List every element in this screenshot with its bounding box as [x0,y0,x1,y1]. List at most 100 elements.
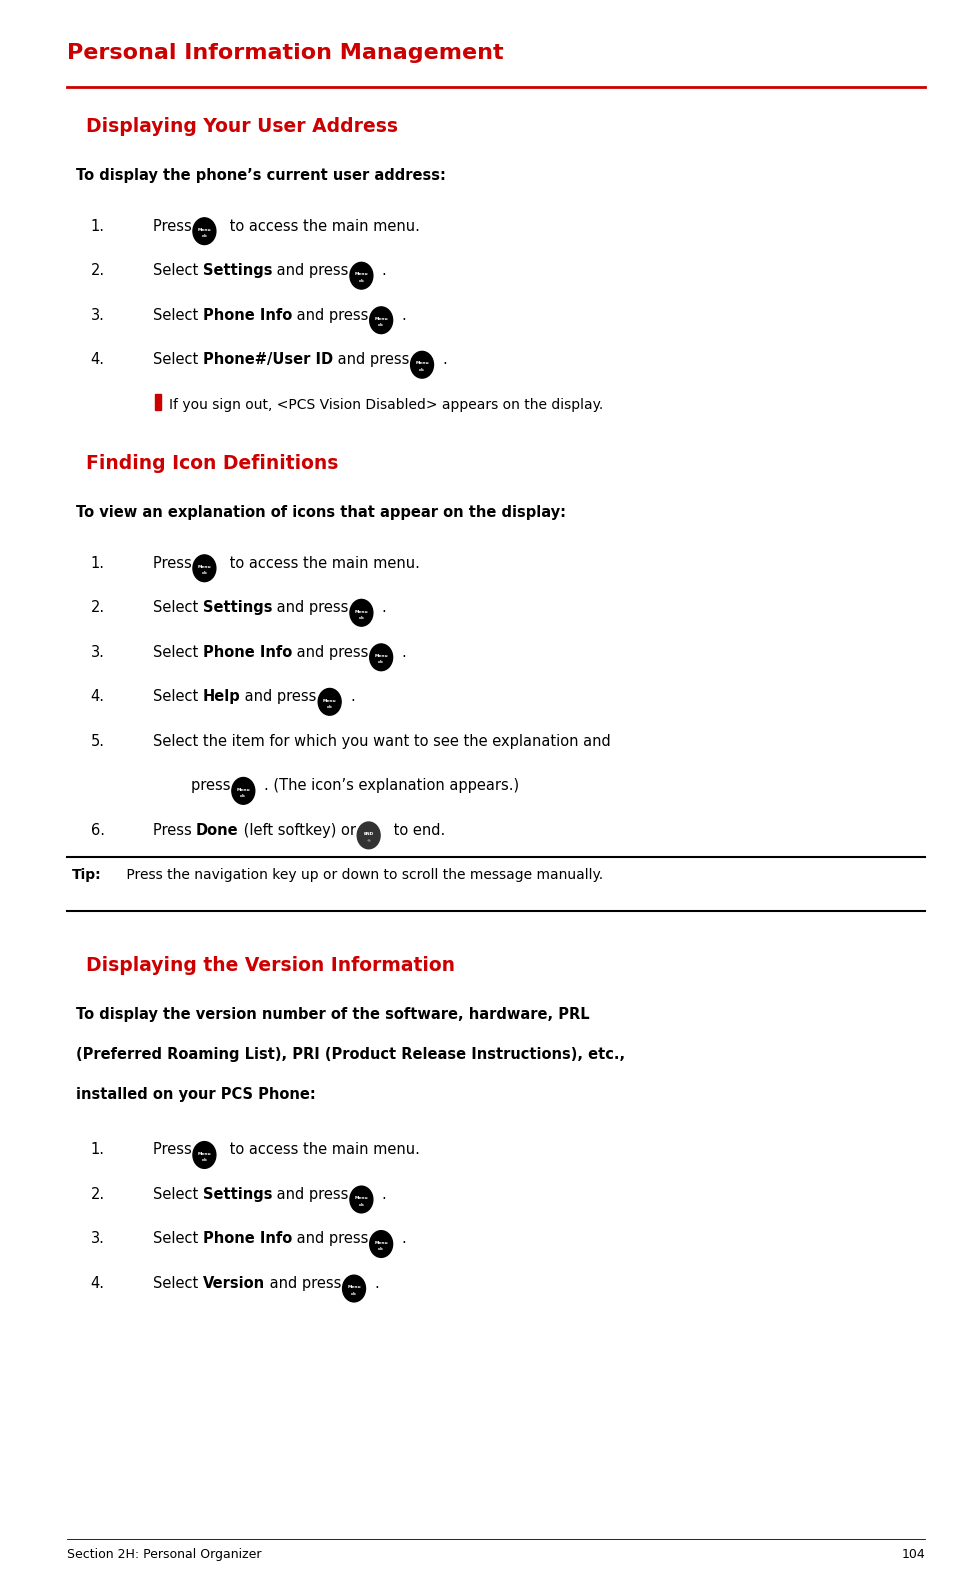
Text: Menu: Menu [236,787,250,792]
Ellipse shape [193,218,215,245]
Ellipse shape [350,262,373,289]
Text: END: END [363,832,374,836]
Text: and press: and press [264,1275,345,1291]
Text: Version: Version [202,1275,264,1291]
Text: Press the navigation key up or down to scroll the message manually.: Press the navigation key up or down to s… [122,868,602,882]
Text: Phone Info: Phone Info [202,307,292,323]
Text: 6.: 6. [91,822,105,838]
Text: Menu: Menu [355,272,368,277]
Text: ok: ok [240,793,246,798]
Ellipse shape [370,644,393,671]
Text: Select: Select [152,1186,202,1202]
Text: Tip:: Tip: [71,868,101,882]
Ellipse shape [356,822,379,849]
Text: Menu: Menu [374,1240,388,1245]
Text: Press: Press [152,822,195,838]
Text: Menu: Menu [197,227,211,232]
Text: Done: Done [195,822,238,838]
Text: ®: ® [366,840,371,843]
Text: ok: ok [326,704,333,709]
Text: (left softkey) or: (left softkey) or [238,822,360,838]
Text: 5.: 5. [91,733,105,749]
Text: Press: Press [152,1142,195,1158]
Text: .: . [381,599,386,615]
Ellipse shape [370,307,393,334]
Text: 1.: 1. [91,555,105,571]
Text: Settings: Settings [202,1186,272,1202]
Text: and press: and press [272,1186,353,1202]
Text: Select the item for which you want to see the explanation and: Select the item for which you want to se… [152,733,610,749]
Text: ok: ok [201,571,207,576]
Text: Menu: Menu [355,609,368,614]
Text: Select: Select [152,262,202,278]
Text: 2.: 2. [91,1186,105,1202]
Text: Section 2H: Personal Organizer: Section 2H: Personal Organizer [67,1549,261,1561]
Text: Settings: Settings [202,262,272,278]
Text: .: . [401,1231,406,1247]
Text: Menu: Menu [374,316,388,321]
Text: Phone Info: Phone Info [202,1231,292,1247]
Text: Phone#/User ID: Phone#/User ID [202,351,333,367]
Text: ok: ok [377,1247,384,1251]
Text: and press: and press [272,262,353,278]
Text: .: . [401,644,406,660]
Text: Settings: Settings [202,599,272,615]
Text: Finding Icon Definitions: Finding Icon Definitions [86,455,338,474]
Text: Menu: Menu [347,1285,360,1289]
Text: ok: ok [351,1291,356,1296]
Text: If you sign out, <PCS Vision Disabled> appears on the display.: If you sign out, <PCS Vision Disabled> a… [169,398,602,412]
Text: to access the main menu.: to access the main menu. [224,218,419,234]
Ellipse shape [342,1275,365,1302]
Text: Menu: Menu [415,361,429,366]
Text: Select: Select [152,688,202,704]
Text: 1.: 1. [91,218,105,234]
Text: Select: Select [152,1275,202,1291]
Text: 4.: 4. [91,1275,105,1291]
Text: Menu: Menu [374,653,388,658]
Text: 2.: 2. [91,262,105,278]
Text: Press: Press [152,555,195,571]
Text: 2.: 2. [91,599,105,615]
Text: ok: ok [358,615,364,620]
Text: Personal Information Management: Personal Information Management [67,43,503,64]
Text: and press: and press [333,351,414,367]
Text: 4.: 4. [91,351,105,367]
Text: 1.: 1. [91,1142,105,1158]
Text: .: . [374,1275,378,1291]
Text: Select: Select [152,351,202,367]
Ellipse shape [193,1142,215,1169]
Text: to access the main menu.: to access the main menu. [224,555,419,571]
Text: and press: and press [240,688,321,704]
Text: ok: ok [358,1202,364,1207]
Text: 3.: 3. [91,307,105,323]
Text: Select: Select [152,599,202,615]
Text: Menu: Menu [355,1196,368,1200]
Text: .: . [442,351,447,367]
Text: Help: Help [202,688,240,704]
Text: Phone Info: Phone Info [202,644,292,660]
Text: (Preferred Roaming List), PRI (Product Release Instructions), etc.,: (Preferred Roaming List), PRI (Product R… [76,1046,625,1062]
Text: to end.: to end. [389,822,445,838]
Text: 104: 104 [901,1549,924,1561]
Ellipse shape [410,351,433,378]
Text: installed on your PCS Phone:: installed on your PCS Phone: [76,1086,315,1102]
Text: ok: ok [377,323,384,328]
Ellipse shape [350,1186,373,1213]
Ellipse shape [350,599,373,626]
Text: ok: ok [358,278,364,283]
Ellipse shape [232,778,254,805]
Text: . (The icon’s explanation appears.): . (The icon’s explanation appears.) [263,778,518,793]
Text: Menu: Menu [197,564,211,569]
Text: to access the main menu.: to access the main menu. [224,1142,419,1158]
Text: To view an explanation of icons that appear on the display:: To view an explanation of icons that app… [76,504,566,520]
Text: Displaying the Version Information: Displaying the Version Information [86,957,455,976]
Text: and press: and press [292,307,373,323]
Text: Select: Select [152,1231,202,1247]
Bar [154,394,161,410]
Text: and press: and press [272,599,353,615]
Text: ok: ok [201,1158,207,1162]
Text: ok: ok [377,660,384,665]
Text: 3.: 3. [91,1231,105,1247]
Text: .: . [401,307,406,323]
Text: Menu: Menu [197,1151,211,1156]
